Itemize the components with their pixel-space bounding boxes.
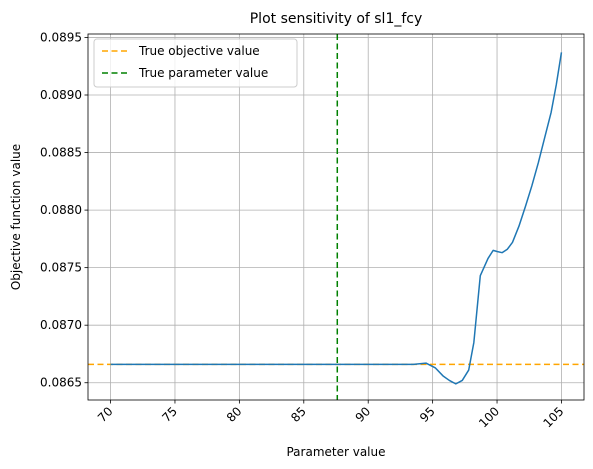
y-tick-label: 0.0875 — [40, 261, 82, 275]
x-tick-label: 85 — [288, 404, 309, 425]
legend-label-objective: True objective value — [138, 44, 260, 58]
gridlines — [88, 34, 584, 400]
x-tick-label: 80 — [224, 404, 245, 425]
y-tick-label: 0.0880 — [40, 203, 82, 217]
x-tick-label: 75 — [159, 404, 180, 425]
x-tick-label: 70 — [95, 404, 116, 425]
chart-title: Plot sensitivity of sl1_fcy — [250, 11, 423, 27]
x-tick-label: 90 — [353, 404, 374, 425]
legend-box — [93, 38, 298, 88]
y-axis-ticks: 0.0865 0.0870 0.0875 0.0880 0.0885 0.0890 0.08… — [40, 30, 88, 390]
y-tick-label: 0.0885 — [40, 146, 82, 160]
reference-lines — [88, 34, 584, 400]
plot-frame — [87, 33, 585, 401]
x-axis-label: Parameter value — [286, 445, 385, 459]
x-tick-label: 95 — [417, 404, 438, 425]
legend: True objective value True parameter valu… — [93, 38, 298, 88]
x-tick-label: 100 — [476, 404, 502, 430]
x-tick-label: 105 — [540, 404, 566, 430]
y-tick-label: 0.0895 — [40, 30, 82, 44]
y-axis-label: Objective function value — [9, 144, 23, 290]
y-tick-label: 0.0890 — [40, 88, 82, 102]
legend-label-parameter: True parameter value — [138, 66, 268, 80]
y-tick-label: 0.0865 — [40, 376, 82, 390]
objective-series-line — [110, 52, 563, 385]
y-tick-label: 0.0870 — [40, 318, 82, 332]
x-axis-ticks: 70 75 80 85 90 95 100 105 — [95, 400, 567, 430]
